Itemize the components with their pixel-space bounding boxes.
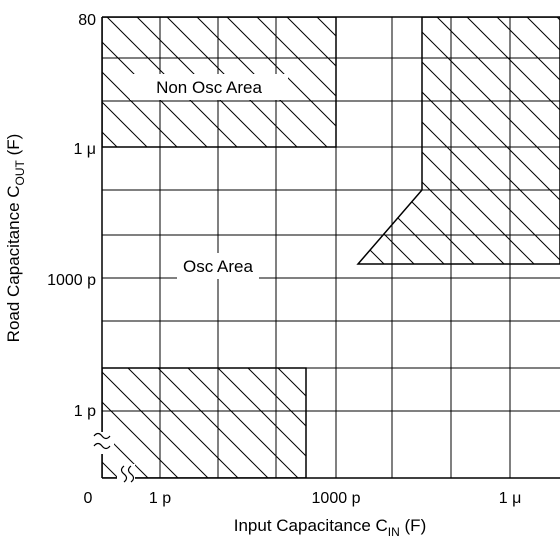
osc-area-label: Osc Area	[183, 257, 253, 276]
x-axis-title: Input Capacitance CIN (F)	[234, 516, 426, 539]
y-tick-label-1u: 1 μ	[73, 141, 96, 158]
x-tick-label-1u: 1 μ	[499, 490, 522, 507]
non-osc-label-bg	[130, 74, 288, 100]
x-tick-label-1p: 1 p	[149, 490, 171, 507]
y-tick-label-80: 80	[78, 12, 96, 29]
region-upper-right	[356, 17, 560, 265]
y-tick-label-1p: 1 p	[74, 403, 96, 420]
non-osc-area-label: Non Osc Area	[156, 78, 262, 97]
osc-label-bg	[177, 253, 259, 279]
y-axis-break-icon	[92, 432, 114, 454]
x-tick-label-0: 0	[84, 490, 93, 507]
region-lower-left	[102, 367, 307, 478]
x-axis-break-icon	[117, 464, 135, 488]
y-axis-title: Road Capacitance COUT (F)	[4, 134, 27, 343]
plot-frame	[101, 16, 560, 479]
x-tick-label-1000p: 1000 p	[312, 490, 361, 507]
y-tick-label-1000p: 1000 p	[47, 272, 96, 289]
